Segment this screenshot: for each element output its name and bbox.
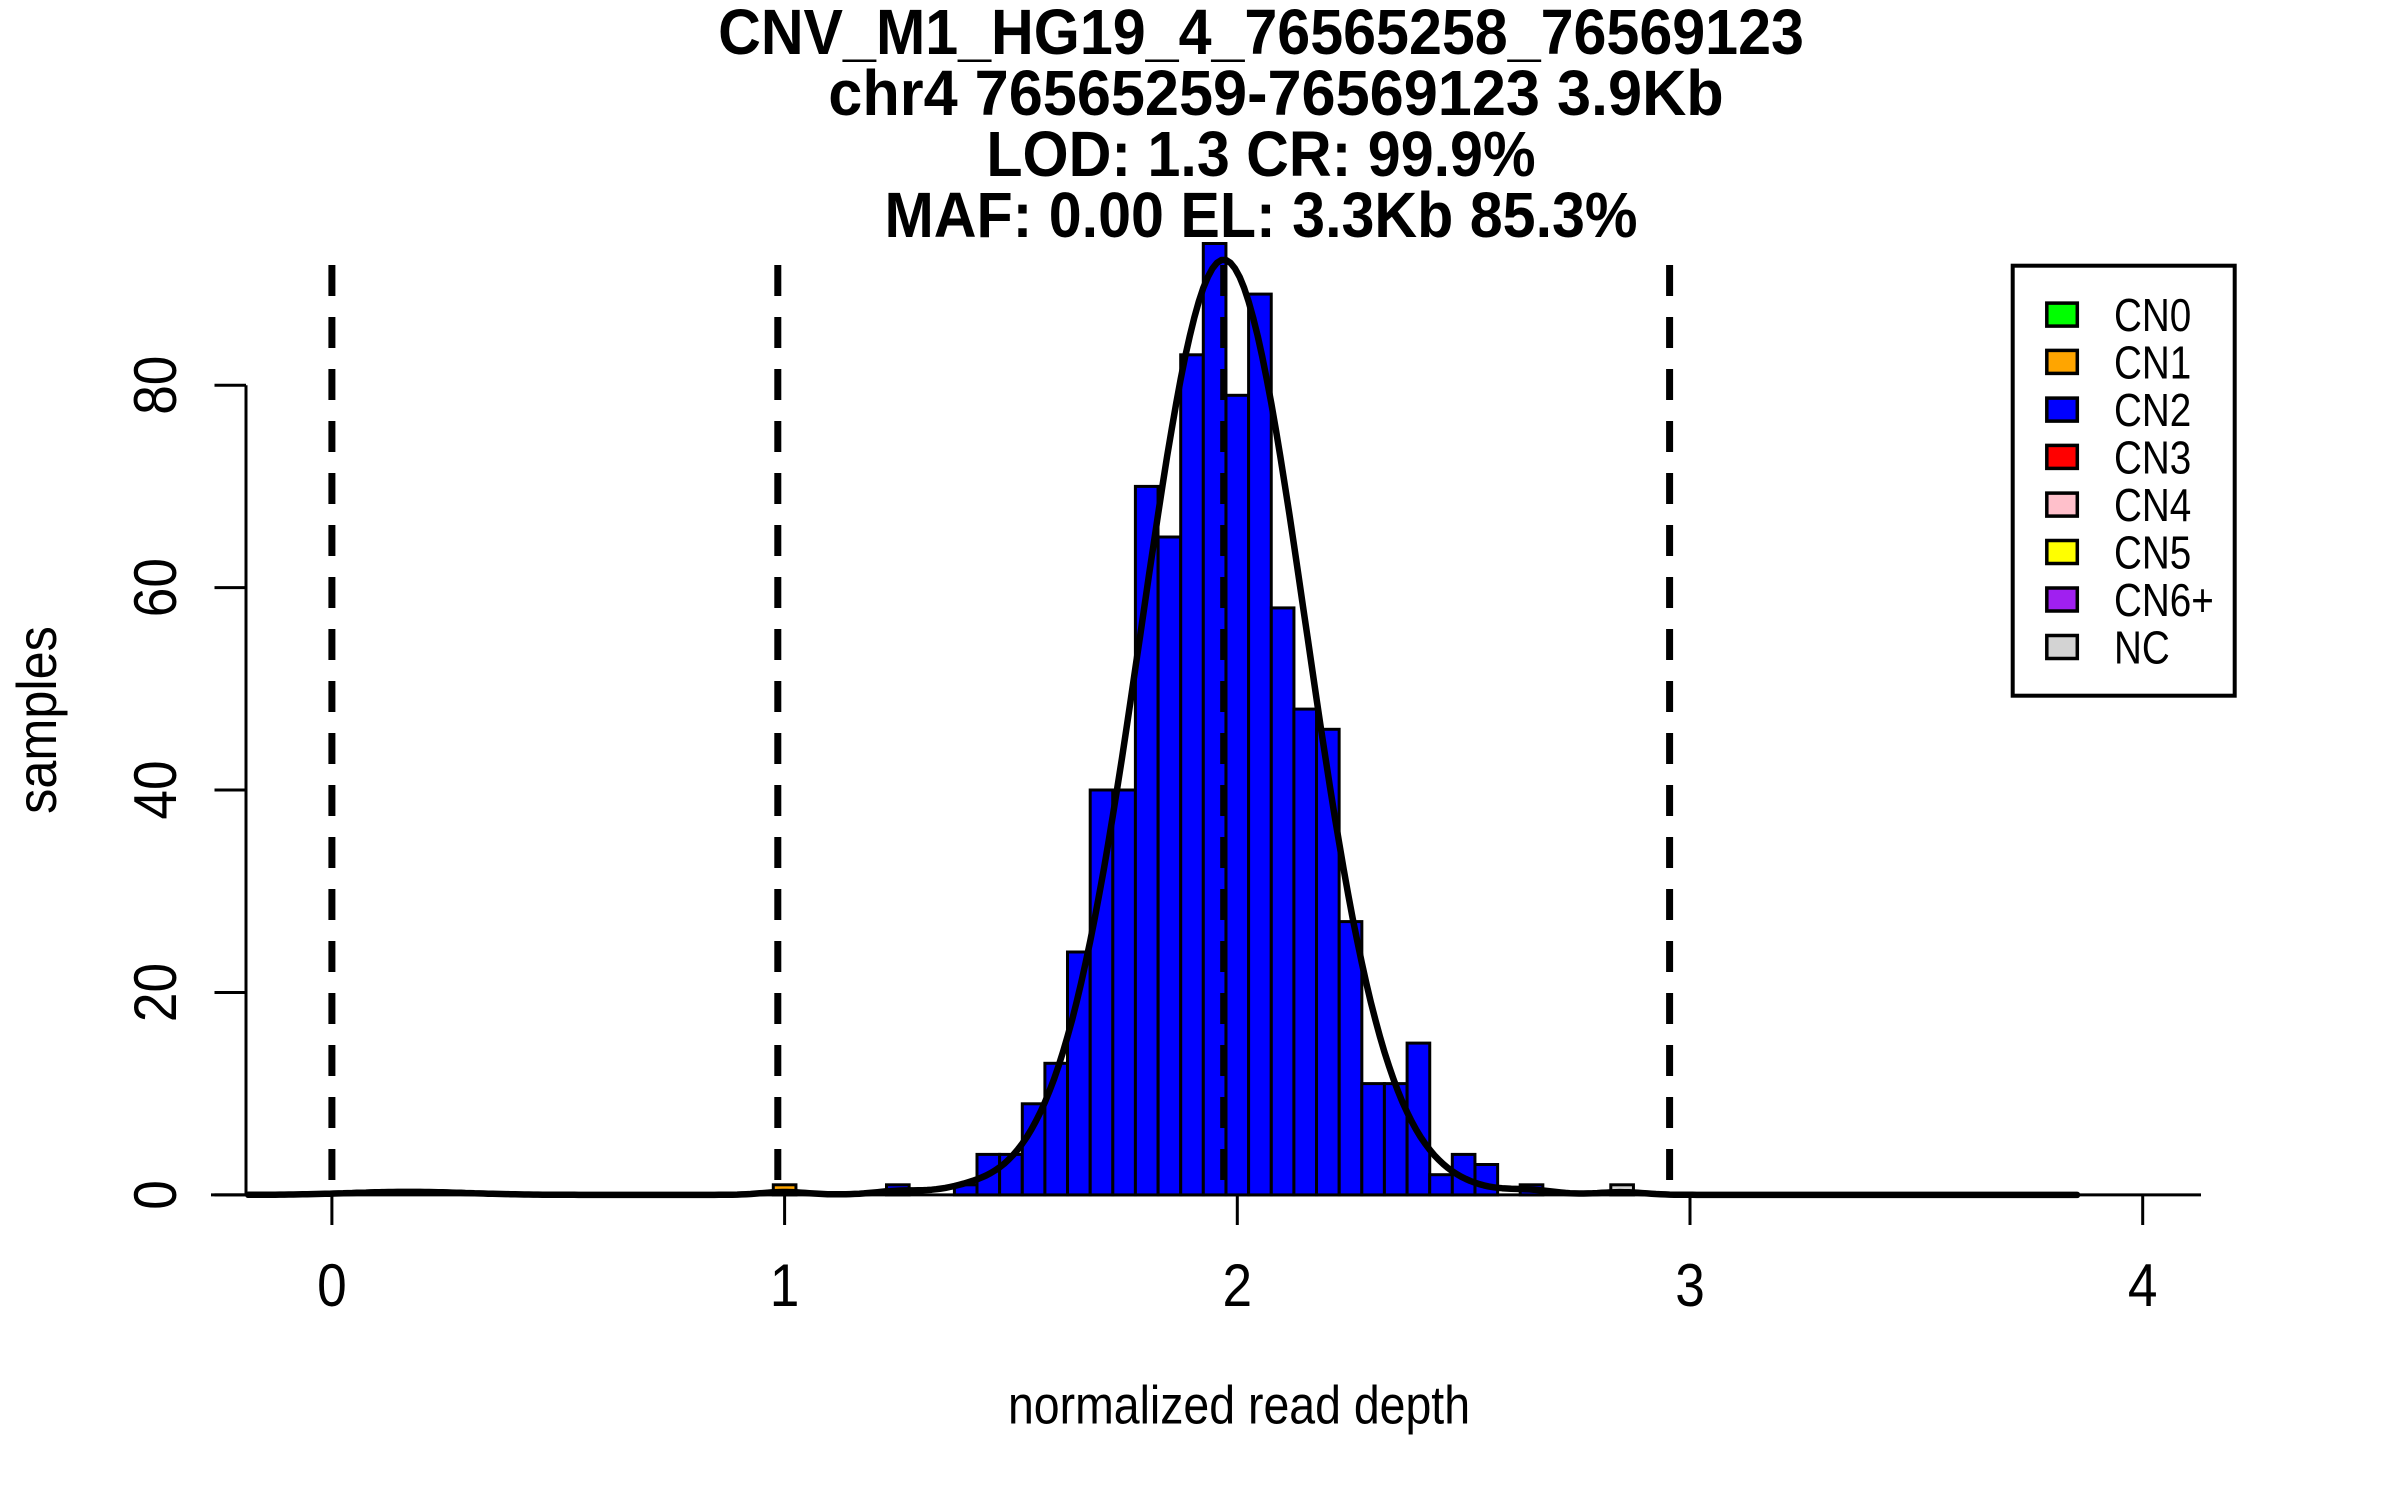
svg-text:samples: samples: [7, 626, 69, 814]
svg-text:CN3: CN3: [2114, 432, 2191, 483]
svg-text:CN6+: CN6+: [2114, 575, 2214, 626]
svg-text:60: 60: [122, 558, 190, 617]
svg-text:normalized read depth: normalized read depth: [1008, 1374, 1470, 1435]
svg-text:CN1: CN1: [2114, 337, 2191, 388]
svg-text:NC: NC: [2114, 622, 2170, 673]
svg-text:80: 80: [122, 356, 190, 415]
svg-text:1: 1: [770, 1252, 800, 1320]
svg-text:3: 3: [1675, 1252, 1705, 1320]
svg-text:CN0: CN0: [2114, 290, 2191, 341]
svg-text:CN5: CN5: [2114, 527, 2191, 578]
svg-text:2: 2: [1222, 1252, 1252, 1320]
svg-text:CN2: CN2: [2114, 385, 2191, 436]
svg-text:20: 20: [122, 963, 190, 1022]
svg-text:chr4 76565259-76569123 3.9Kb: chr4 76565259-76569123 3.9Kb: [828, 58, 1723, 130]
svg-text:4: 4: [2128, 1252, 2158, 1320]
svg-text:MAF: 0.00 EL: 3.3Kb 85.3%: MAF: 0.00 EL: 3.3Kb 85.3%: [884, 180, 1637, 252]
svg-text:LOD: 1.3 CR: 99.9%: LOD: 1.3 CR: 99.9%: [986, 119, 1535, 191]
svg-text:CNV_M1_HG19_4_76565258_7656912: CNV_M1_HG19_4_76565258_76569123: [718, 0, 1804, 69]
svg-text:CN4: CN4: [2114, 480, 2191, 531]
svg-text:40: 40: [122, 760, 190, 819]
svg-text:0: 0: [122, 1180, 190, 1210]
svg-text:0: 0: [317, 1252, 347, 1320]
